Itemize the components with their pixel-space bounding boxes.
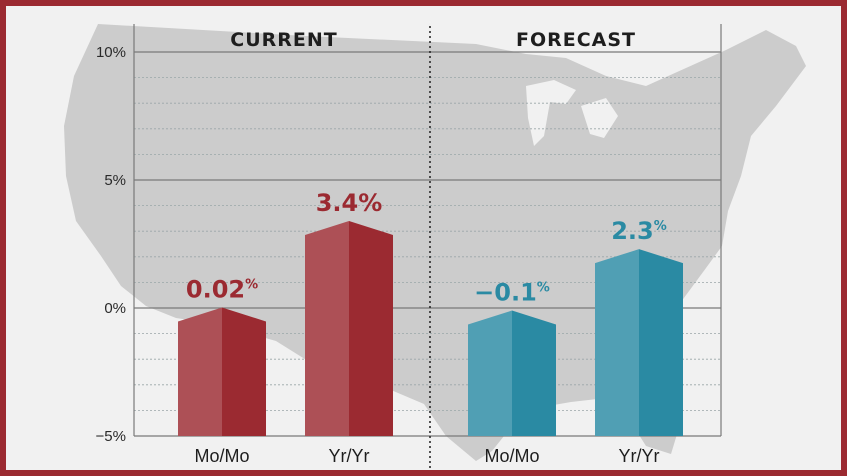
y-tick-label: −5% xyxy=(96,428,126,445)
group-label-forecast: FORECAST xyxy=(516,29,636,51)
category-label-forecast-momo: Mo/Mo xyxy=(484,446,539,466)
bar-chart: 10% 5% 0% −5% 0.02% 3.4% −0.1% 2.3% CURRENT FO… xyxy=(64,24,806,470)
bar-right-face xyxy=(639,249,683,436)
y-axis: 10% 5% 0% −5% xyxy=(96,24,722,470)
group-label-current: CURRENT xyxy=(230,29,337,51)
category-label-forecast-yryr: Yr/Yr xyxy=(618,446,659,466)
data-label: 2.3% xyxy=(611,217,667,245)
y-tick-label: 5% xyxy=(104,172,126,189)
category-label-current-yryr: Yr/Yr xyxy=(328,446,369,466)
bar-right-face xyxy=(512,310,556,436)
data-label: −0.1% xyxy=(474,279,550,307)
bar-right-face xyxy=(349,220,393,436)
y-tick-label: 0% xyxy=(104,300,126,317)
bar-forecast-momo xyxy=(468,310,556,436)
great-lakes xyxy=(526,80,618,146)
bar-right-face xyxy=(222,307,266,436)
bar-current-momo xyxy=(178,307,266,436)
bar-left-face xyxy=(595,249,639,436)
bar-current-yryr xyxy=(305,220,393,436)
bars: 0.02% 3.4% −0.1% 2.3% xyxy=(178,189,683,436)
bar-forecast-yryr xyxy=(595,249,683,436)
category-label-current-momo: Mo/Mo xyxy=(194,446,249,466)
bar-left-face xyxy=(178,307,222,436)
y-tick-label: 10% xyxy=(96,44,126,61)
bar-left-face xyxy=(305,220,349,436)
us-map-silhouette xyxy=(64,24,806,461)
bar-left-face xyxy=(468,310,512,436)
data-label: 0.02% xyxy=(186,275,258,303)
data-label: 3.4% xyxy=(316,189,383,217)
